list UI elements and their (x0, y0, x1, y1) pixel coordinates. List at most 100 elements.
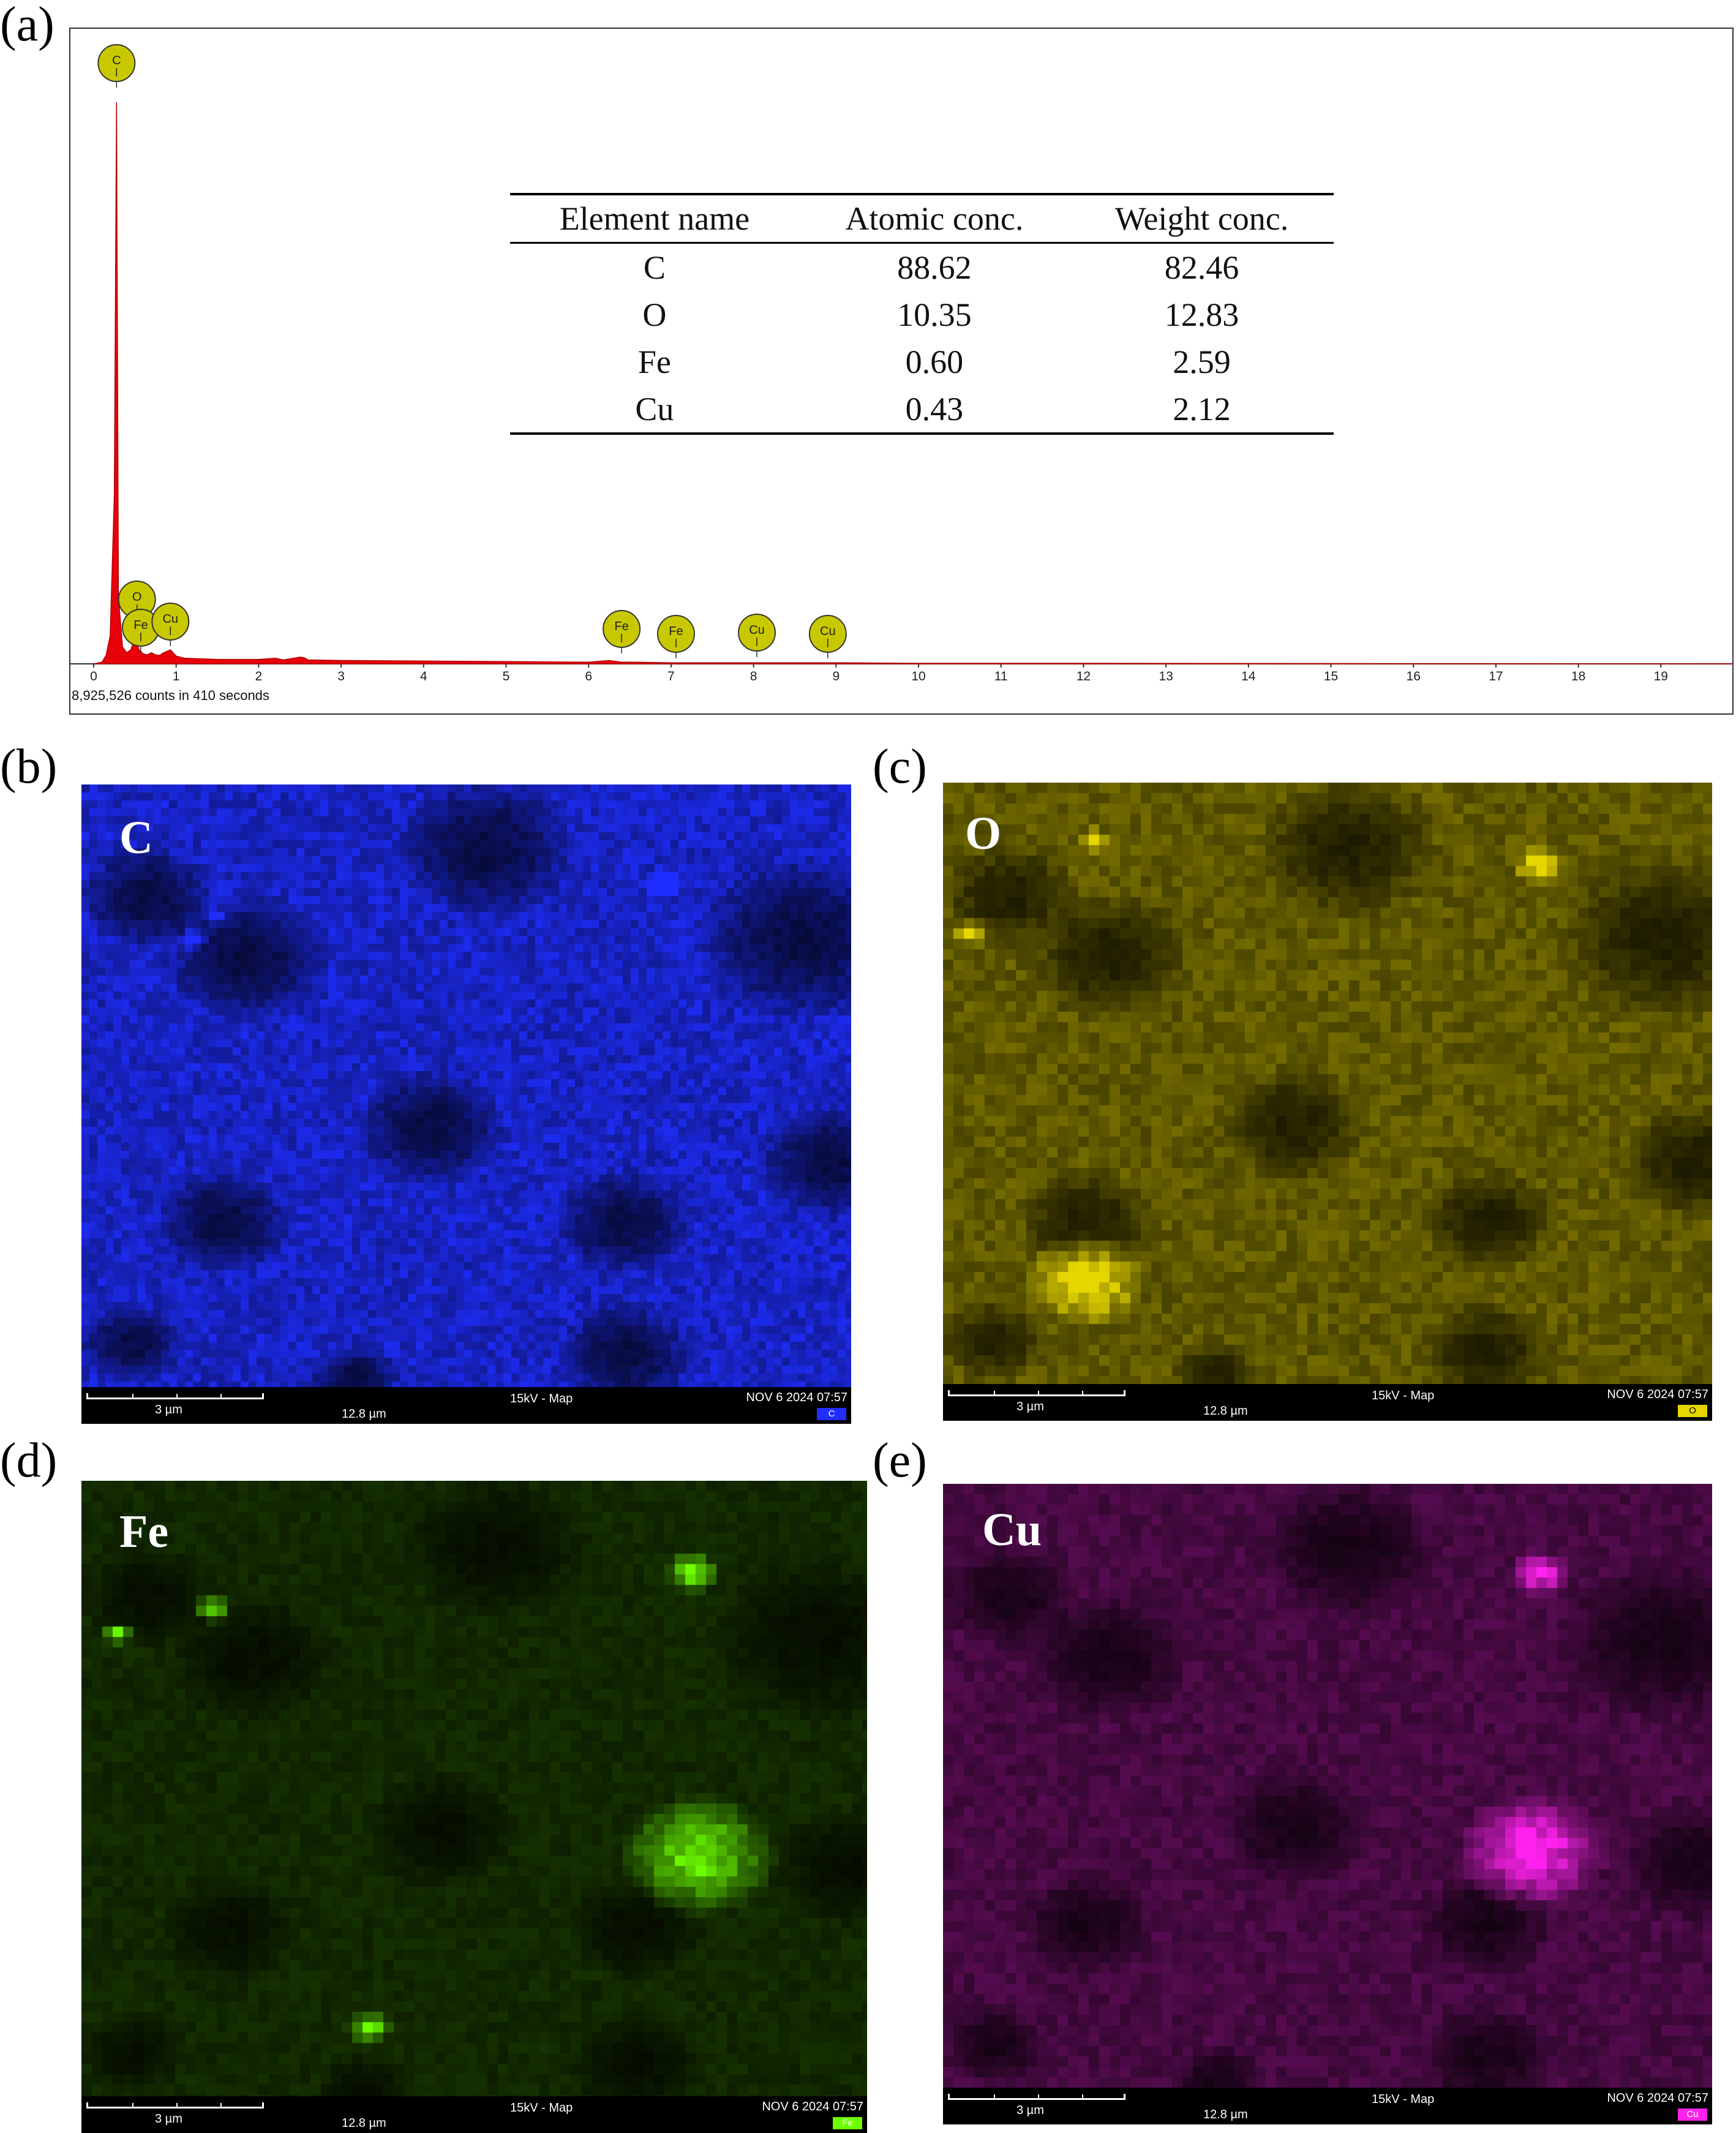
peak-marker-label: Fe (614, 620, 628, 633)
acquisition-mode-label: 15kV - Map (510, 2101, 573, 2115)
scale-bar (86, 2102, 264, 2109)
map-panel-iron: Fe 3 µm 12.8 µm 15kV - Map NOV 6 2024 07… (81, 1481, 867, 2133)
map-panel-oxygen: O 3 µm 12.8 µm 15kV - Map NOV 6 2024 07:… (943, 783, 1712, 1421)
peak-marker-label: Fe (669, 625, 683, 638)
scale-bar-label: 3 µm (155, 1403, 182, 1416)
panel-label-a: (a) (0, 0, 54, 51)
scale-bar (948, 1390, 1125, 1396)
panel-label-c: (c) (873, 740, 927, 794)
cell-element: Fe (637, 343, 671, 380)
x-tick-label: 15 (1324, 669, 1338, 683)
cell-atomic: 10.35 (897, 296, 972, 333)
x-tick-label: 11 (994, 669, 1008, 683)
cell-weight: 2.59 (1173, 343, 1231, 380)
scale-bar-tick (132, 2103, 133, 2107)
map-footer: 3 µm 12.8 µm 15kV - Map NOV 6 2024 07:57… (943, 2088, 1712, 2124)
x-tick-label: 13 (1159, 669, 1173, 683)
table-row: O 10.35 12.83 (510, 291, 1334, 338)
cell-atomic: 0.60 (905, 343, 964, 380)
peak-marker-label: Fe (133, 619, 148, 632)
iron-map-image (81, 1481, 867, 2096)
x-tick-label: 17 (1489, 669, 1503, 683)
header-atomic-conc: Atomic conc. (798, 193, 1070, 244)
cell-element: Cu (510, 385, 799, 435)
map-panel-carbon: C 3 µm 12.8 µm 15kV - Map NOV 6 2024 07:… (81, 784, 851, 1424)
cell-atomic: 0.43 (798, 385, 1070, 435)
field-width-label: 12.8 µm (342, 2116, 386, 2130)
peak-marker-label: Cu (820, 625, 836, 638)
element-badge: Fe (833, 2117, 862, 2129)
peak-marker-fe (656, 615, 695, 653)
x-tick-label: 14 (1241, 669, 1256, 683)
peak-marker-cu (151, 603, 190, 641)
acquisition-mode-label: 15kV - Map (1372, 2093, 1435, 2106)
scale-bar-tick (994, 2094, 995, 2098)
peak-marker-label: Cu (162, 612, 178, 626)
element-badge: C (817, 1408, 846, 1420)
scale-bar-tick (176, 2103, 178, 2107)
scale-bar (948, 2094, 1125, 2100)
cell-weight: 12.83 (1164, 296, 1239, 333)
acquisition-date-label: NOV 6 2024 07:57 (1607, 1388, 1708, 1401)
table-row: Fe 0.60 2.59 (510, 338, 1334, 385)
peak-marker-cu (737, 614, 776, 652)
x-tick-label: 8 (750, 669, 757, 683)
header-weight-conc: Weight conc. (1069, 193, 1334, 244)
map-title: O (965, 808, 1002, 859)
x-tick-label: 0 (90, 669, 97, 683)
scale-bar-tick (220, 1394, 222, 1398)
x-tick-label: 10 (911, 669, 925, 683)
cell-element: O (642, 296, 667, 333)
table-row: Cu 0.43 2.12 (510, 385, 1334, 435)
scale-bar-tick (1082, 2094, 1083, 2098)
table-header-row: Element name Atomic conc. Weight conc. (510, 193, 1334, 244)
acquisition-date-label: NOV 6 2024 07:57 (762, 2100, 863, 2113)
x-tick-label: 16 (1407, 669, 1421, 683)
spectrum-series (93, 102, 1732, 664)
map-footer: 3 µm 12.8 µm 15kV - Map NOV 6 2024 07:57… (81, 2096, 867, 2133)
cell-weight: 2.12 (1069, 385, 1334, 435)
scale-bar-tick (220, 2103, 222, 2107)
acquisition-date-label: NOV 6 2024 07:57 (746, 1391, 847, 1404)
table-row: C 88.62 82.46 (510, 243, 1334, 292)
x-tick-label: 6 (585, 669, 592, 683)
acquisition-date-label: NOV 6 2024 07:57 (1607, 2091, 1708, 2105)
field-width-label: 12.8 µm (1203, 1404, 1248, 1418)
scale-bar-tick (132, 1394, 133, 1398)
x-tick-label: 3 (337, 669, 345, 683)
map-title: C (119, 812, 153, 863)
carbon-map-image (81, 784, 851, 1387)
peak-marker-cu (808, 615, 847, 653)
x-tick-label: 2 (255, 669, 263, 683)
scale-bar-label: 3 µm (155, 2112, 182, 2126)
x-tick-label: 5 (503, 669, 510, 683)
scale-bar (86, 1393, 264, 1399)
x-tick-label: 19 (1654, 669, 1668, 683)
element-badge: O (1678, 1405, 1707, 1417)
scale-bar-label: 3 µm (1016, 1400, 1044, 1413)
element-badge: Cu (1678, 2109, 1707, 2121)
panel-label-d: (d) (0, 1434, 58, 1488)
map-title: Cu (982, 1504, 1042, 1556)
scale-bar-tick (1038, 2094, 1039, 2098)
x-tick-label: 7 (667, 669, 675, 683)
scale-bar-tick (1082, 1391, 1083, 1394)
x-tick-label: 12 (1077, 669, 1091, 683)
eds-spectrum-chart: 0 1 2 3 4 5 6 7 8 9 10 11 12 13 14 15 16 17 18 198,925,526 … (70, 44, 1732, 703)
counts-note: 8,925,526 counts in 410 seconds (72, 688, 269, 703)
panel-label-b: (b) (0, 740, 58, 794)
peak-marker-fe (603, 610, 641, 648)
map-footer: 3 µm 12.8 µm 15kV - Map NOV 6 2024 07:57… (943, 1384, 1712, 1421)
panel-label-e: (e) (873, 1434, 927, 1488)
field-width-label: 12.8 µm (1203, 2108, 1248, 2121)
header-element-name: Element name (510, 193, 799, 244)
peak-marker-c (97, 44, 136, 82)
scale-bar-tick (1038, 1391, 1039, 1394)
oxygen-map-image (943, 783, 1712, 1384)
copper-map-image (943, 1484, 1712, 2088)
peak-marker-label: Cu (749, 623, 765, 637)
map-panel-copper: Cu 3 µm 12.8 µm 15kV - Map NOV 6 2024 07… (943, 1484, 1712, 2124)
cell-atomic: 88.62 (897, 249, 972, 286)
cell-weight: 82.46 (1164, 249, 1239, 286)
map-title: Fe (119, 1506, 169, 1557)
